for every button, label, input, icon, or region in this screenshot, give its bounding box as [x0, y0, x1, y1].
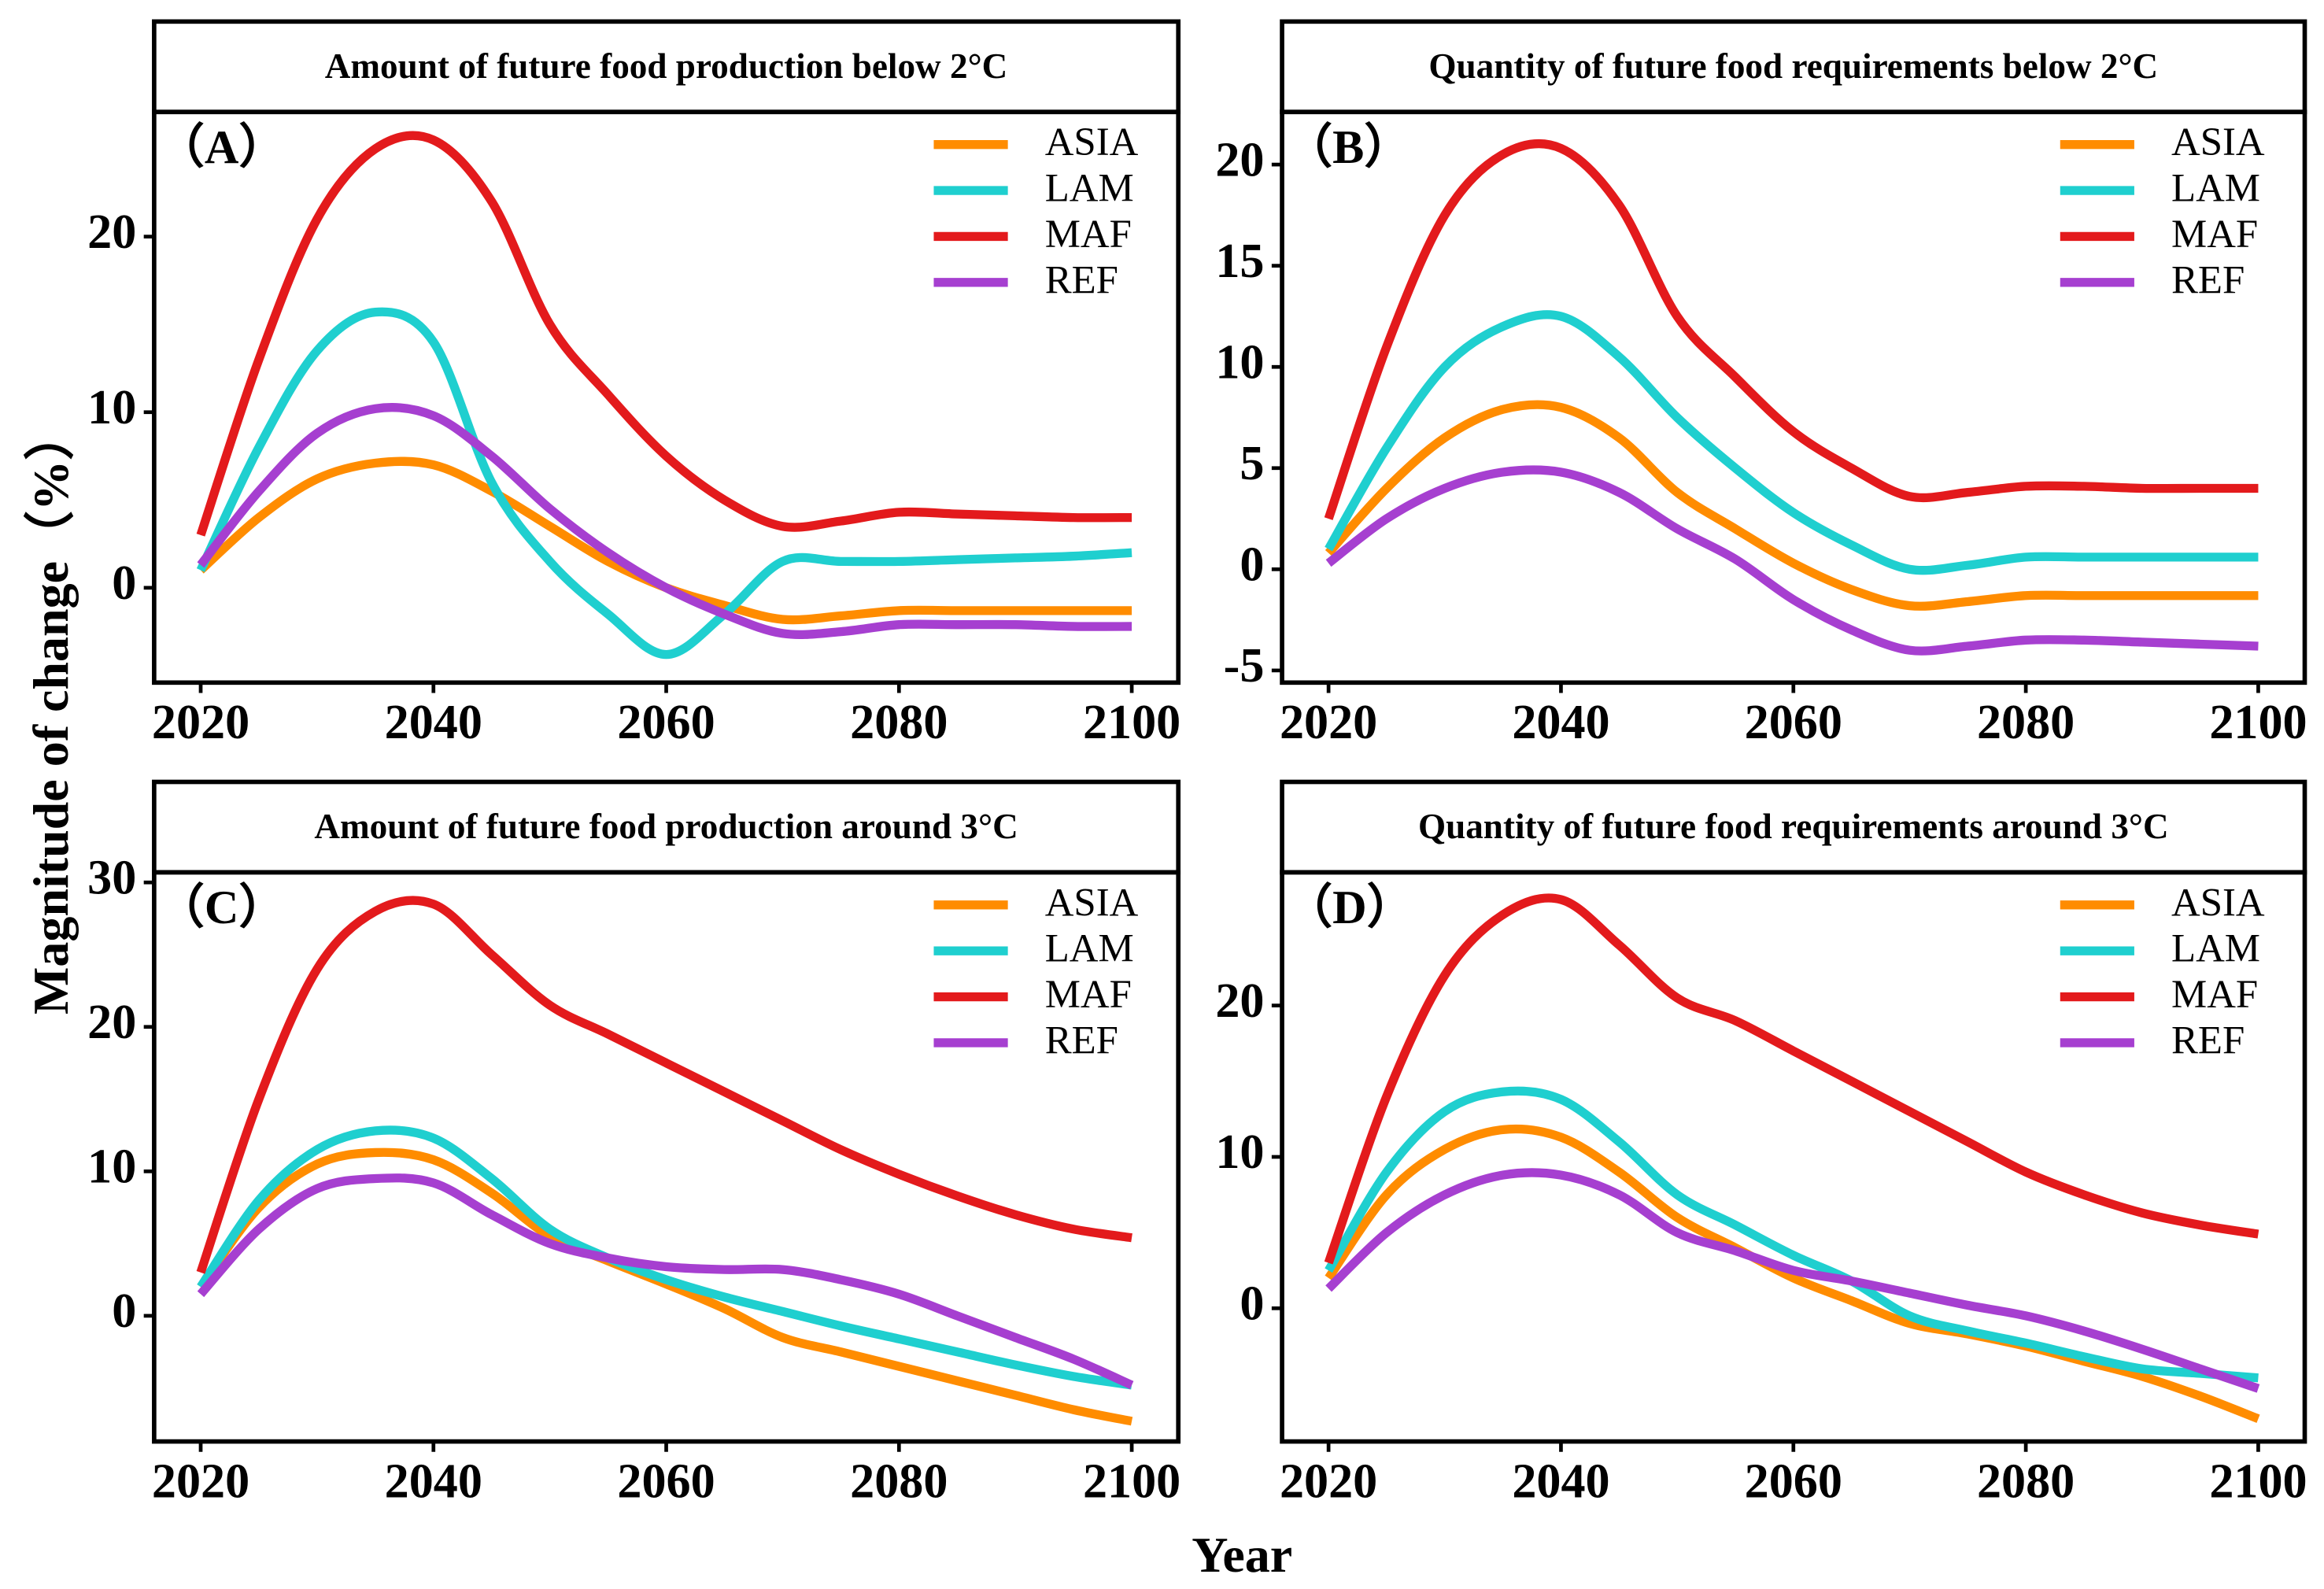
legend-label: ASIA — [1045, 120, 1139, 164]
x-tick-label: 2100 — [2209, 1454, 2307, 1508]
y-tick-label: 0 — [1240, 1277, 1264, 1331]
legend-label: LAM — [1045, 926, 1134, 970]
x-tick-label: 2080 — [1977, 696, 2075, 749]
series-line — [197, 1173, 1134, 1390]
y-tick-label: 5 — [1240, 437, 1264, 490]
y-tick-label: 0 — [112, 556, 136, 610]
y-tick-label: 15 — [1215, 235, 1264, 288]
plot-frame — [1280, 870, 2307, 1444]
x-tick-label: 2100 — [2209, 696, 2307, 749]
x-tick-label: 2060 — [1745, 1454, 1842, 1508]
series-line — [198, 456, 1132, 625]
plot-frame — [152, 109, 1181, 685]
x-tick-label: 2020 — [1280, 696, 1377, 749]
y-tick-label: 20 — [1215, 133, 1264, 187]
legend-label: REF — [2171, 1018, 2245, 1062]
x-axis-label: Year — [1192, 1527, 1292, 1583]
x-tick-label: 2060 — [617, 1454, 715, 1508]
x-tick-label: 2080 — [1977, 1454, 2075, 1508]
y-tick-label: 30 — [87, 851, 136, 904]
legend-label: MAF — [1045, 212, 1132, 256]
series-line — [1325, 465, 2259, 656]
chart-title: Quantity of future food requirements bel… — [1428, 46, 2158, 86]
x-tick-label: 2100 — [1083, 1454, 1180, 1508]
legend-label: LAM — [2171, 166, 2260, 210]
legend-label: LAM — [2171, 926, 2260, 970]
y-tick-label: 20 — [87, 996, 136, 1049]
panel-label: （D） — [1285, 881, 1414, 934]
series-line — [1325, 1086, 2259, 1383]
y-tick-label: 20 — [87, 205, 136, 259]
x-tick-label: 2040 — [1512, 1454, 1609, 1508]
x-tick-label: 2040 — [1512, 696, 1609, 749]
legend-label: ASIA — [1045, 880, 1139, 924]
series-line — [196, 131, 1132, 537]
chart-title: Amount of future food production around … — [314, 807, 1018, 846]
series-line — [197, 403, 1132, 639]
y-tick-label: 0 — [1240, 538, 1264, 592]
y-tick-label: 10 — [87, 381, 136, 434]
plot-frame — [1280, 109, 2307, 685]
series-line — [196, 307, 1132, 660]
chart-title: Quantity of future food requirements aro… — [1418, 807, 2169, 846]
panel-label: （A） — [157, 120, 286, 174]
legend-label: ASIA — [2171, 120, 2265, 164]
legend-label: REF — [2171, 257, 2245, 301]
x-tick-label: 2060 — [1745, 696, 1842, 749]
series-line — [1324, 893, 2259, 1265]
x-tick-label: 2080 — [850, 1454, 948, 1508]
x-tick-label: 2020 — [152, 696, 249, 749]
legend-label: MAF — [2171, 972, 2258, 1016]
x-tick-label: 2020 — [152, 1454, 249, 1508]
y-tick-label: 10 — [87, 1140, 136, 1194]
y-tick-label: 20 — [1215, 974, 1264, 1028]
x-tick-label: 2080 — [850, 696, 948, 749]
legend-label: MAF — [1045, 972, 1132, 1016]
y-axis-label: Magnitude of change（%） — [23, 410, 79, 1014]
x-tick-label: 2100 — [1083, 696, 1180, 749]
series-line — [196, 896, 1132, 1274]
panel-label: （C） — [157, 881, 286, 934]
chart-title: Amount of future food production below 2… — [325, 46, 1008, 86]
series-line — [197, 1147, 1133, 1426]
legend-label: LAM — [1045, 166, 1134, 210]
x-tick-label: 2040 — [385, 696, 482, 749]
series-line — [1325, 1168, 2260, 1393]
series-line — [1324, 139, 2259, 520]
x-tick-label: 2020 — [1280, 1454, 1377, 1508]
series-line — [1325, 400, 2259, 611]
legend-label: ASIA — [2171, 880, 2265, 924]
series-line — [1325, 310, 2259, 575]
y-tick-label: -5 — [1224, 639, 1265, 693]
plot-frame — [152, 870, 1181, 1444]
x-tick-label: 2040 — [385, 1454, 482, 1508]
x-tick-label: 2060 — [617, 696, 715, 749]
y-tick-label: 10 — [1215, 335, 1264, 389]
legend-label: REF — [1045, 257, 1118, 301]
legend-label: MAF — [2171, 212, 2258, 256]
y-tick-label: 0 — [112, 1284, 136, 1338]
series-line — [197, 1125, 1132, 1390]
y-tick-label: 10 — [1215, 1125, 1264, 1179]
legend-label: REF — [1045, 1018, 1118, 1062]
panel-label: （B） — [1285, 120, 1412, 174]
